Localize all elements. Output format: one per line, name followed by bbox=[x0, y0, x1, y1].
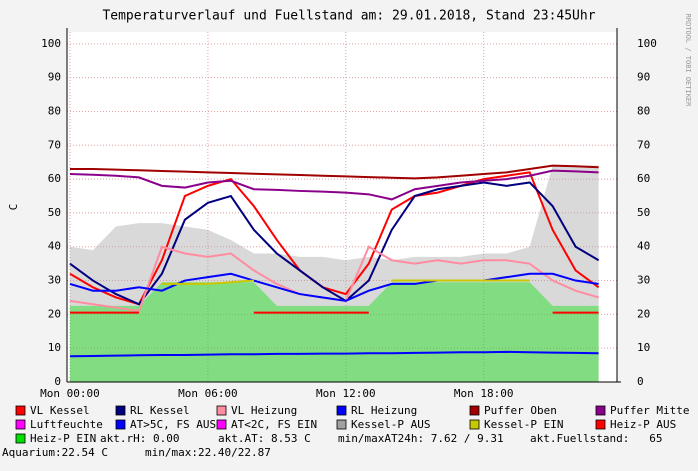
legend-swatch bbox=[469, 405, 480, 416]
legend-label: Kessel-P EIN bbox=[484, 418, 563, 431]
chart-title: Temperaturverlauf und Fuellstand am: 29.… bbox=[102, 9, 595, 24]
y2-tick-label: 40 bbox=[637, 240, 650, 253]
annotation: akt.rH: 0.00 bbox=[100, 432, 179, 445]
y2-tick-label: 10 bbox=[637, 341, 650, 354]
legend-swatch bbox=[115, 405, 126, 416]
y-tick-label: 50 bbox=[48, 206, 61, 219]
y-tick-label: 40 bbox=[48, 240, 61, 253]
legend-swatch bbox=[336, 405, 347, 416]
series-line bbox=[69, 350, 599, 358]
legend-swatch bbox=[595, 419, 606, 430]
y-tick-label: 20 bbox=[48, 307, 61, 320]
legend-label: Kessel-P AUS bbox=[351, 418, 430, 431]
areas bbox=[69, 165, 599, 382]
annotation: min/maxAT24h: 7.62 / 9.31 bbox=[338, 432, 504, 445]
series-line bbox=[69, 169, 599, 201]
legend-label: RL Heizung bbox=[351, 404, 417, 417]
y-tick-label: 30 bbox=[48, 274, 61, 287]
lines bbox=[69, 164, 600, 358]
y2-tick-label: 50 bbox=[637, 206, 650, 219]
legend-label: RL Kessel bbox=[130, 404, 190, 417]
series-line bbox=[161, 279, 530, 285]
grid bbox=[67, 32, 617, 383]
legend-label: Heiz-P AUS bbox=[610, 418, 676, 431]
y-axis-label: C bbox=[7, 204, 20, 211]
y-tick-label: 90 bbox=[48, 71, 61, 84]
series-area bbox=[69, 165, 599, 382]
x-tick-label: Mon 12:00 bbox=[316, 387, 376, 400]
legend-swatch bbox=[15, 419, 26, 430]
legend-swatch bbox=[336, 419, 347, 430]
legend: VL Kessel RL Kessel VL Heizung RL Heizung Pu… bbox=[2, 404, 689, 459]
legend-swatch bbox=[469, 419, 480, 430]
y2-tick-label: 30 bbox=[637, 274, 650, 287]
legend-label: Heiz-P EIN bbox=[30, 432, 96, 445]
annotation: Aquarium:22.54 C bbox=[2, 446, 108, 459]
annotation: min/max:22.40/22.87 bbox=[145, 446, 271, 459]
annotation: akt.Fuellstand: 65 bbox=[530, 432, 662, 445]
y2-tick-label: 20 bbox=[637, 307, 650, 320]
legend-label: Luftfeuchte bbox=[30, 418, 103, 431]
legend-swatch bbox=[15, 405, 26, 416]
x-tick-label: Mon 18:00 bbox=[454, 387, 514, 400]
series-line bbox=[69, 171, 600, 306]
legend-swatch bbox=[216, 405, 227, 416]
legend-label: AT<2C, FS EIN bbox=[231, 418, 317, 431]
series-line bbox=[69, 164, 599, 180]
y-tick-label: 80 bbox=[48, 104, 61, 117]
y-tick-label: 70 bbox=[48, 138, 61, 151]
x-tick-label: Mon 00:00 bbox=[40, 387, 100, 400]
y2-tick-label: 70 bbox=[637, 138, 650, 151]
y2-tick-label: 90 bbox=[637, 71, 650, 84]
series-area bbox=[69, 282, 599, 382]
y-tick-label: 10 bbox=[48, 341, 61, 354]
axes: 0 0 10 10 20 20 30 30 40 40 50 50 60 60 70 70 80 80 90 90 10… bbox=[40, 28, 657, 400]
annotation: akt.AT: 8.53 C bbox=[218, 432, 311, 445]
legend-swatch bbox=[115, 419, 126, 430]
legend-swatch bbox=[216, 419, 227, 430]
y-tick-label: 60 bbox=[48, 172, 61, 185]
y-tick-label: 100 bbox=[41, 37, 61, 50]
y2-tick-label: 80 bbox=[637, 104, 650, 117]
legend-swatch bbox=[15, 433, 26, 444]
y2-tick-label: 60 bbox=[637, 172, 650, 185]
legend-label: VL Heizung bbox=[231, 404, 297, 417]
legend-label: VL Kessel bbox=[30, 404, 90, 417]
legend-swatch bbox=[595, 405, 606, 416]
legend-label: Puffer Oben bbox=[484, 404, 557, 417]
plot-area bbox=[67, 32, 617, 382]
legend-label: AT>5C, FS AUS bbox=[130, 418, 216, 431]
y-tick-label: 0 bbox=[54, 375, 61, 388]
series-line bbox=[69, 181, 600, 306]
x-tick-label: Mon 06:00 bbox=[178, 387, 238, 400]
y2-tick-label: 0 bbox=[637, 375, 644, 388]
y2-tick-label: 100 bbox=[637, 37, 657, 50]
series-line bbox=[69, 272, 599, 302]
legend-label: Puffer Mitte bbox=[610, 404, 689, 417]
side-text: RRDTOOL / TOBI OETIKER bbox=[684, 14, 692, 108]
